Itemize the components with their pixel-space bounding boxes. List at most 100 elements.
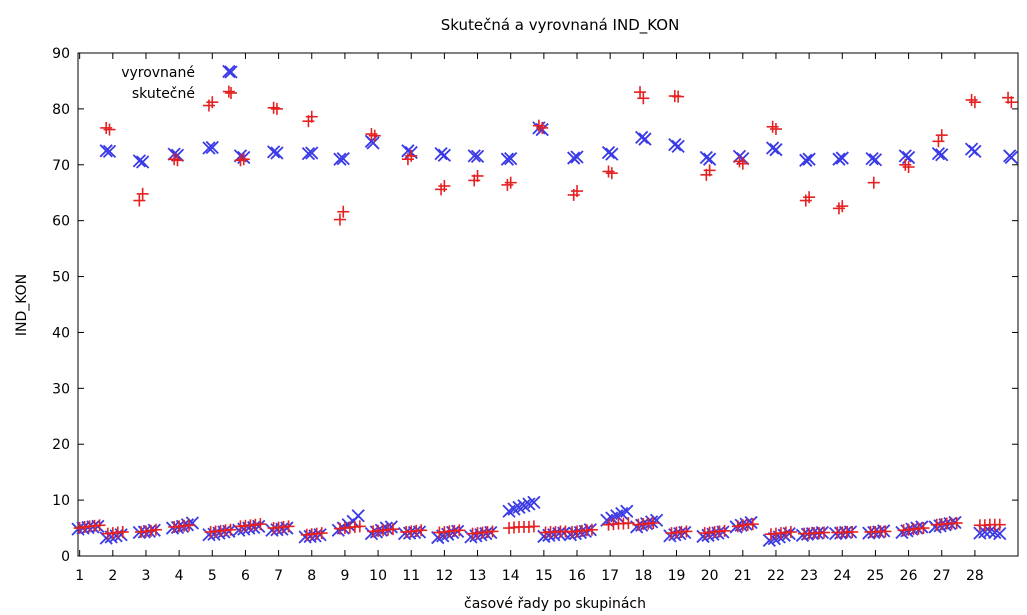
x-tick-label: 3 (142, 568, 151, 584)
point-skutecne (504, 176, 517, 189)
point-skutecne (703, 164, 716, 177)
x-tick-label: 15 (535, 568, 553, 584)
point-vyrovnane (988, 525, 1002, 540)
point-skutecne (438, 180, 451, 193)
point-vyrovnane (968, 144, 982, 159)
point-vyrovnane (635, 130, 649, 145)
point-vyrovnane (898, 149, 912, 163)
point-vyrovnane (434, 146, 448, 161)
y-tick-label: 70 (52, 158, 70, 174)
y-tick-label: 30 (52, 381, 70, 397)
x-tick-label: 7 (274, 568, 283, 584)
x-tick-label: 20 (701, 568, 719, 584)
point-skutecne (902, 161, 915, 174)
point-skutecne (415, 524, 428, 537)
y-tick-label: 90 (52, 46, 70, 62)
point-skutecne (950, 517, 963, 530)
point-skutecne (634, 86, 647, 99)
point-vyrovnane (333, 152, 347, 166)
point-skutecne (368, 129, 381, 142)
point-skutecne (605, 167, 618, 180)
point-skutecne (149, 523, 162, 536)
x-axis-label: časové řady po skupinách (464, 596, 646, 612)
point-vyrovnane (527, 495, 541, 509)
x-tick-label: 8 (307, 568, 316, 584)
legend-label-vyrovnane: vyrovnané (121, 65, 195, 81)
point-vyrovnane (512, 500, 526, 515)
point-skutecne (333, 213, 346, 226)
point-skutecne (282, 520, 295, 533)
point-vyrovnane (865, 151, 879, 166)
point-vyrovnane (205, 140, 219, 155)
point-skutecne (836, 200, 849, 213)
y-tick-label: 0 (61, 549, 70, 565)
point-vyrovnane (431, 530, 445, 545)
point-skutecne (315, 527, 328, 540)
x-tick-label: 25 (867, 568, 885, 584)
point-vyrovnane (671, 139, 685, 153)
x-tick-label: 5 (208, 568, 217, 584)
point-skutecne (270, 102, 283, 115)
point-skutecne (832, 202, 845, 215)
point-vyrovnane (832, 152, 846, 166)
point-skutecne (435, 183, 448, 196)
x-tick-label: 4 (175, 568, 184, 584)
point-vyrovnane (132, 154, 146, 168)
legend-marker-skutecne (225, 87, 237, 99)
x-tick-label: 1 (75, 568, 84, 584)
point-skutecne (672, 90, 685, 103)
point-skutecne (622, 517, 635, 530)
point-vyrovnane (99, 144, 113, 158)
y-tick-label: 50 (52, 270, 70, 286)
point-vyrovnane (305, 146, 319, 160)
point-skutecne (222, 85, 235, 98)
point-skutecne (769, 123, 782, 136)
point-vyrovnane (605, 147, 619, 161)
point-vyrovnane (703, 152, 717, 166)
point-vyrovnane (437, 148, 452, 162)
x-tick-label: 21 (734, 568, 752, 584)
point-vyrovnane (928, 520, 942, 534)
point-vyrovnane (500, 152, 515, 166)
point-vyrovnane (931, 146, 946, 161)
point-vyrovnane (522, 497, 536, 511)
point-vyrovnane (978, 525, 992, 539)
point-vyrovnane (504, 151, 518, 166)
chart-title: Skutečná a vyrovnaná IND_KON (441, 16, 680, 35)
point-skutecne (803, 191, 816, 204)
point-skutecne (527, 520, 540, 533)
x-tick-label: 14 (502, 568, 520, 584)
point-skutecne (144, 524, 157, 537)
point-vyrovnane (769, 143, 783, 157)
point-skutecne (206, 96, 219, 109)
point-skutecne (846, 525, 859, 538)
plot-frame (77, 52, 1019, 557)
point-skutecne (305, 110, 318, 123)
point-vyrovnane (570, 150, 584, 164)
x-tick-label: 26 (900, 568, 918, 584)
point-vyrovnane (467, 149, 481, 163)
point-skutecne (585, 523, 598, 536)
point-skutecne (202, 99, 215, 112)
point-skutecne (718, 524, 731, 537)
point-vyrovnane (301, 146, 316, 161)
point-skutecne (453, 524, 466, 537)
point-skutecne (471, 169, 484, 182)
point-skutecne (784, 525, 797, 538)
y-tick-label: 40 (52, 325, 70, 341)
x-tick-label: 10 (369, 568, 387, 584)
point-vyrovnane (336, 151, 350, 166)
point-vyrovnane (1004, 150, 1019, 165)
point-vyrovnane (799, 153, 813, 167)
point-vyrovnane (601, 145, 616, 160)
legend-marker-vyrovnane (224, 65, 238, 79)
point-skutecne (237, 153, 250, 166)
point-vyrovnane (202, 141, 216, 155)
point-skutecne (183, 519, 196, 532)
point-skutecne (736, 157, 749, 170)
legend-label-skutecne: skutečné (132, 86, 195, 102)
point-vyrovnane (638, 132, 652, 146)
point-skutecne (103, 123, 116, 136)
x-tick-label: 12 (435, 568, 453, 584)
